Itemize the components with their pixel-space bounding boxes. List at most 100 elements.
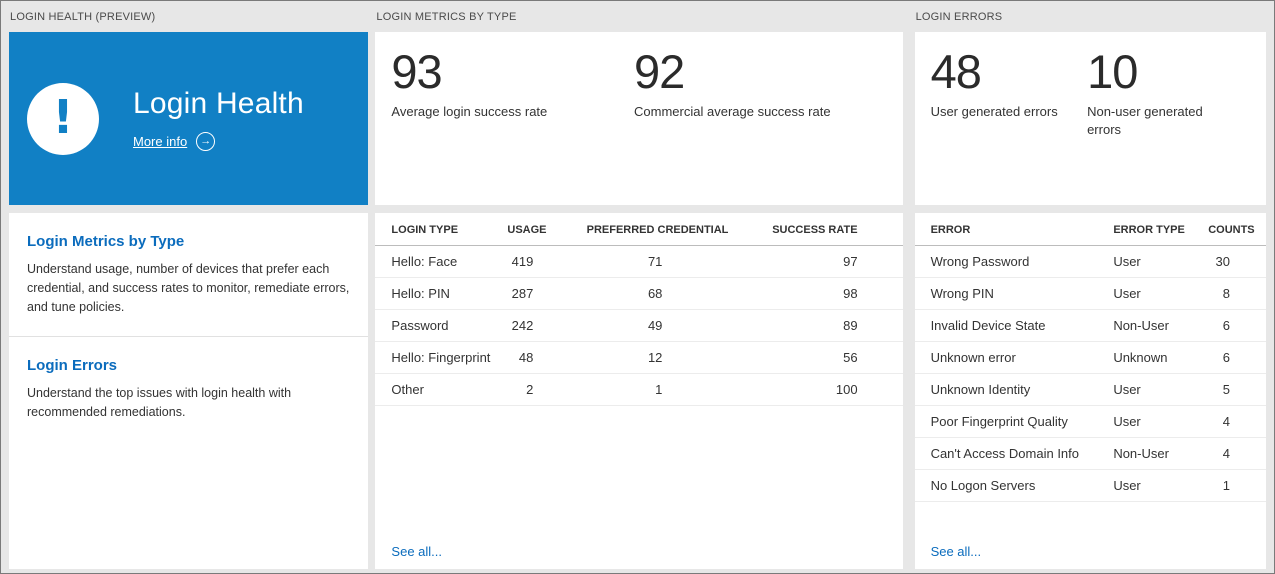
table-cell: User [1097, 405, 1193, 438]
stat-non-user-errors: 10 Non-user generated errors [1087, 48, 1250, 189]
table-cell: 49 [549, 309, 745, 342]
login-health-tile[interactable]: ! Login Health More info → [9, 32, 369, 205]
column-header-counts: COUNTS [1192, 213, 1266, 246]
table-cell: 71 [549, 245, 745, 278]
section-login-metrics-by-type: Login Metrics by Type Understand usage, … [9, 213, 369, 338]
table-cell: 242 [491, 309, 550, 342]
errors-stats-card: 48 User generated errors 10 Non-user gen… [914, 32, 1266, 205]
table-cell: User [1097, 373, 1193, 406]
metrics-table-card: LOGIN TYPE USAGE PREFERRED CREDENTIAL SU… [375, 213, 903, 569]
table-cell: 287 [491, 277, 550, 310]
table-cell: Hello: PIN [375, 277, 492, 310]
column-header-usage: USAGE [491, 213, 550, 246]
see-all-link-metrics[interactable]: See all... [391, 544, 443, 559]
login-errors-table: ERROR ERROR TYPE COUNTS Wrong Password Us… [914, 213, 1266, 502]
table-row[interactable]: Can't Access Domain Info Non-User 4 [914, 437, 1266, 470]
table-cell: 419 [491, 245, 550, 278]
section-heading-login-errors[interactable]: Login Errors [27, 357, 118, 375]
see-all-link-errors[interactable]: See all... [930, 544, 982, 559]
table-cell: 56 [744, 341, 903, 374]
table-row[interactable]: Password 242 49 89 [375, 309, 903, 342]
table-cell: 89 [744, 309, 903, 342]
table-cell: 4 [1192, 405, 1266, 438]
table-cell: 30 [1192, 245, 1266, 278]
table-cell: User [1097, 245, 1193, 278]
stat-label: Non-user generated errors [1087, 103, 1203, 138]
table-row[interactable]: Wrong PIN User 8 [914, 277, 1266, 310]
stat-value: 10 [1087, 45, 1138, 98]
section-login-errors: Login Errors Understand the top issues w… [9, 337, 368, 442]
stat-value: 48 [930, 45, 982, 98]
exclamation-glyph: ! [52, 89, 74, 144]
section-heading-login-metrics[interactable]: Login Metrics by Type [27, 233, 185, 250]
table-cell: 68 [549, 277, 745, 310]
column-login-health: LOGIN HEALTH (PREVIEW) ! Login Health Mo… [9, 9, 369, 569]
table-row[interactable]: No Logon Servers User 1 [914, 469, 1266, 502]
metrics-stats-card: 93 Average login success rate 92 Commerc… [375, 32, 903, 205]
table-cell: 8 [1192, 277, 1266, 310]
table-cell: Poor Fingerprint Quality [914, 405, 1098, 438]
column-header-error-type: ERROR TYPE [1097, 213, 1193, 246]
table-cell: Hello: Face [375, 245, 492, 278]
table-cell: Hello: Fingerprint [375, 341, 492, 374]
table-cell: Password [375, 309, 492, 342]
more-info-link[interactable]: More info → [133, 131, 216, 151]
tile-title: Login Health [133, 86, 304, 120]
column-header-login-errors: LOGIN ERRORS [915, 11, 1003, 23]
table-cell: 1 [1192, 469, 1266, 502]
table-row[interactable]: Hello: PIN 287 68 98 [375, 277, 903, 310]
table-row[interactable]: Invalid Device State Non-User 6 [914, 309, 1266, 342]
table-cell: 48 [491, 341, 550, 374]
table-cell: Other [375, 373, 492, 406]
table-cell: Non-User [1097, 309, 1193, 342]
errors-table-body: Wrong Password User 30 Wrong PIN User 8 Invali… [914, 245, 1266, 502]
table-cell: Invalid Device State [914, 309, 1098, 342]
table-row[interactable]: Hello: Face 419 71 97 [375, 245, 903, 278]
table-row[interactable]: Poor Fingerprint Quality User 4 [914, 405, 1266, 438]
column-header-success-rate: SUCCESS RATE [744, 213, 903, 246]
table-cell: 6 [1192, 309, 1266, 342]
table-row[interactable]: Other 2 1 100 [375, 373, 903, 406]
table-row[interactable]: Unknown error Unknown 6 [914, 341, 1266, 374]
table-cell: Wrong PIN [914, 277, 1098, 310]
table-row[interactable]: Unknown Identity User 5 [914, 373, 1266, 406]
stat-label: Average login success rate [391, 103, 548, 119]
column-header-error: ERROR [914, 213, 1098, 246]
table-cell: 98 [744, 277, 903, 310]
table-cell: User [1097, 469, 1193, 502]
errors-table-card: ERROR ERROR TYPE COUNTS Wrong Password Us… [914, 213, 1266, 569]
table-header-row: ERROR ERROR TYPE COUNTS [914, 213, 1266, 246]
stat-label: User generated errors [930, 103, 1058, 119]
column-login-errors: LOGIN ERRORS 48 User generated errors 10… [914, 9, 1266, 569]
column-header-login-metrics: LOGIN METRICS BY TYPE [376, 11, 517, 23]
table-cell: No Logon Servers [914, 469, 1098, 502]
more-info-label: More info [133, 133, 188, 149]
section-description-login-errors: Understand the top issues with login hea… [27, 386, 292, 419]
table-cell: 100 [744, 373, 903, 406]
table-cell: Can't Access Domain Info [914, 437, 1098, 470]
table-cell: 12 [549, 341, 745, 374]
login-metrics-table: LOGIN TYPE USAGE PREFERRED CREDENTIAL SU… [375, 213, 903, 406]
metrics-table-body: Hello: Face 419 71 97 Hello: PIN 287 68 98 Passw… [375, 245, 903, 406]
table-row[interactable]: Wrong Password User 30 [914, 245, 1266, 278]
column-header-preferred-credential: PREFERRED CREDENTIAL [549, 213, 745, 246]
table-cell: 6 [1192, 341, 1266, 374]
column-login-metrics: LOGIN METRICS BY TYPE 93 Average login s… [375, 9, 903, 569]
table-cell: 1 [549, 373, 745, 406]
table-cell: 2 [491, 373, 550, 406]
stat-label: Commercial average success rate [634, 103, 831, 119]
tile-text: Login Health More info → [133, 87, 304, 151]
stat-value: 93 [391, 45, 442, 98]
table-cell: Wrong Password [914, 245, 1098, 278]
table-header-row: LOGIN TYPE USAGE PREFERRED CREDENTIAL SU… [375, 213, 903, 246]
table-cell: 4 [1192, 437, 1266, 470]
table-row[interactable]: Hello: Fingerprint 48 12 56 [375, 341, 903, 374]
table-cell: User [1097, 277, 1193, 310]
login-health-description-card: Login Metrics by Type Understand usage, … [9, 213, 369, 569]
column-header-login-health: LOGIN HEALTH (PREVIEW) [10, 11, 156, 23]
table-cell: Non-User [1097, 437, 1193, 470]
stat-commercial-success-rate: 92 Commercial average success rate [634, 48, 843, 189]
table-cell: Unknown [1097, 341, 1193, 374]
section-description-login-metrics: Understand usage, number of devices that… [27, 262, 350, 314]
